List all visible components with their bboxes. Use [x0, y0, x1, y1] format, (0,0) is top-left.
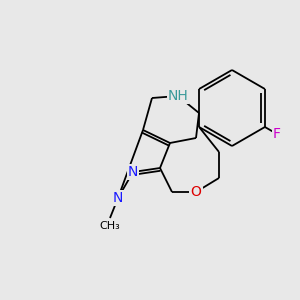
Text: F: F: [273, 127, 281, 141]
Text: N: N: [113, 191, 123, 205]
Text: N: N: [128, 165, 138, 179]
Text: CH₃: CH₃: [100, 221, 120, 231]
Text: NH: NH: [168, 89, 188, 103]
Text: O: O: [190, 185, 201, 199]
